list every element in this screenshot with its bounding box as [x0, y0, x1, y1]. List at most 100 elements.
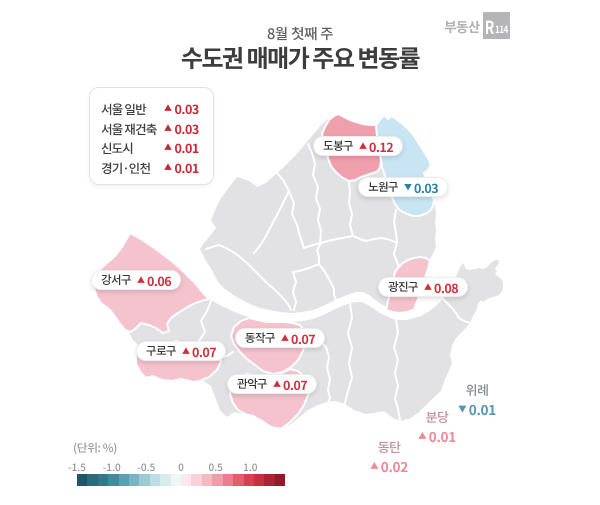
page-title: 수도권 매매가 주요 변동률 [180, 38, 421, 74]
color-scale-segment [97, 474, 109, 486]
district-boundary-line [292, 263, 320, 273]
area-value: ▲ 0.02 [370, 456, 408, 476]
district-boundary-line [344, 302, 353, 404]
scale-tick-label: -0.5 [137, 459, 156, 474]
district-pill-nowon[interactable]: 노원구 ▼ 0.03 [358, 177, 449, 197]
triangle-up-icon: ▲ [164, 103, 172, 115]
district-value: ▲ 0.08 [423, 277, 459, 297]
district-value: ▲ 0.06 [137, 270, 172, 290]
color-scale-segment [108, 474, 119, 486]
color-scale-bar [77, 474, 286, 486]
color-scale-segment [222, 474, 234, 486]
district-boundary-line [393, 209, 400, 268]
district-pill-dobong[interactable]: 도봉구 ▲ 0.12 [313, 136, 404, 156]
summary-box: 서울 일반 ▲ 0.03 서울 재건축 ▲ 0.03 신도시 ▲ 0.01 경기·인천… [89, 87, 214, 185]
summary-row: 서울 재건축 ▲ 0.03 [101, 119, 213, 139]
color-scale-segment [77, 474, 88, 486]
outside-area-label-bundang[interactable]: 분당 ▲ 0.01 [418, 410, 456, 446]
district-name: 동작구 [245, 330, 276, 346]
district-value: ▲ 0.07 [280, 328, 316, 348]
triangle-up-icon: ▲ [280, 332, 289, 344]
value-text: 0.07 [191, 341, 217, 361]
color-scale-segment [274, 474, 286, 486]
brand-logo: 부동산 R 114 [444, 12, 510, 39]
summary-label: 서울 재건축 [101, 118, 157, 138]
scale-tick-label: 1.0 [243, 459, 258, 474]
summary-row: 서울 일반 ▲ 0.03 [101, 99, 213, 119]
district-name: 광진구 [388, 279, 419, 295]
triangle-down-icon: ▼ [403, 181, 412, 193]
color-scale-segment [253, 474, 265, 486]
color-scale-segment [170, 474, 182, 486]
district-boundary-line [205, 244, 234, 253]
summary-value: ▲ 0.03 [164, 119, 199, 138]
value-text: 0.07 [282, 374, 308, 394]
value-text: 0.02 [380, 456, 408, 476]
district-pill-gangseo[interactable]: 강서구 ▲ 0.06 [91, 270, 182, 290]
district-boundary-line [348, 180, 354, 237]
area-name: 동탄 [377, 437, 401, 456]
district-boundary-line [441, 297, 471, 324]
color-scale-segment [181, 474, 192, 486]
brand-logo-text: 부동산 [444, 15, 480, 36]
summary-value: ▲ 0.03 [164, 99, 199, 118]
scale-ticks: -1.5 -1.0 -0.5 0 0.5 1.0 [0, 459, 600, 474]
value-text: 0.06 [146, 270, 172, 290]
area-name: 분당 [425, 407, 449, 426]
district-boundary-line [276, 172, 305, 249]
district-name: 관악구 [237, 376, 268, 392]
color-scale-segment [212, 474, 223, 486]
district-name: 강서구 [101, 272, 132, 288]
district-boundary-line [393, 318, 401, 421]
value-text: 0.03 [174, 118, 200, 138]
value-text: 0.03 [413, 177, 439, 197]
color-scale-segment [160, 474, 171, 486]
summary-value: ▲ 0.01 [164, 158, 199, 177]
scale-tick-label: 0.5 [208, 459, 223, 474]
color-scale-segment [264, 474, 275, 486]
summary-label: 신도시 [101, 138, 134, 158]
color-scale-segment [201, 474, 213, 486]
summary-label: 경기·인천 [101, 157, 151, 177]
district-pill-guro[interactable]: 구로구 ▲ 0.07 [136, 341, 227, 361]
district-boundary-line [292, 271, 297, 311]
district-pill-dongjak[interactable]: 동작구 ▲ 0.07 [235, 328, 326, 348]
outside-area-label-wirye[interactable]: 위례 ▼ 0.01 [458, 383, 496, 419]
color-scale-segment [233, 474, 244, 486]
area-value: ▲ 0.01 [418, 426, 456, 446]
value-text: 0.08 [433, 277, 459, 297]
color-scale-segment [129, 474, 140, 486]
color-scale-segment [149, 474, 161, 486]
triangle-up-icon: ▲ [272, 378, 281, 390]
district-pill-gwanak[interactable]: 관악구 ▲ 0.07 [227, 374, 318, 394]
color-scale-segment [243, 474, 254, 486]
outside-area-label-dongtan[interactable]: 동탄 ▲ 0.02 [370, 440, 408, 476]
district-pill-gwangjin[interactable]: 광진구 ▲ 0.08 [378, 277, 469, 297]
value-text: 0.01 [174, 138, 200, 158]
district-name: 노원구 [368, 179, 399, 195]
triangle-up-icon: ▲ [423, 281, 432, 293]
header-subtitle: 8월 첫째 주 [266, 23, 334, 44]
summary-value: ▲ 0.01 [164, 138, 199, 157]
district-boundary-line [316, 242, 322, 265]
district-value: ▼ 0.03 [403, 177, 439, 197]
brand-logo-mark: R 114 [483, 12, 510, 39]
district-name: 도봉구 [323, 138, 354, 154]
triangle-down-icon: ▼ [458, 403, 467, 415]
value-text: 0.01 [468, 399, 496, 419]
summary-row: 경기·인천 ▲ 0.01 [101, 158, 213, 178]
value-text: 0.07 [290, 328, 316, 348]
district-value: ▲ 0.12 [359, 137, 394, 156]
district-boundary-line [198, 300, 212, 342]
triangle-up-icon: ▲ [164, 161, 172, 173]
value-text: 0.01 [174, 157, 200, 177]
triangle-up-icon: ▲ [370, 460, 379, 472]
triangle-up-icon: ▲ [164, 122, 172, 134]
color-scale-segment [191, 474, 202, 486]
value-text: 0.01 [428, 426, 456, 446]
scale-tick-label: -1.0 [102, 459, 121, 474]
scale-tick-label: -1.5 [68, 459, 86, 474]
summary-label: 서울 일반 [101, 99, 147, 119]
